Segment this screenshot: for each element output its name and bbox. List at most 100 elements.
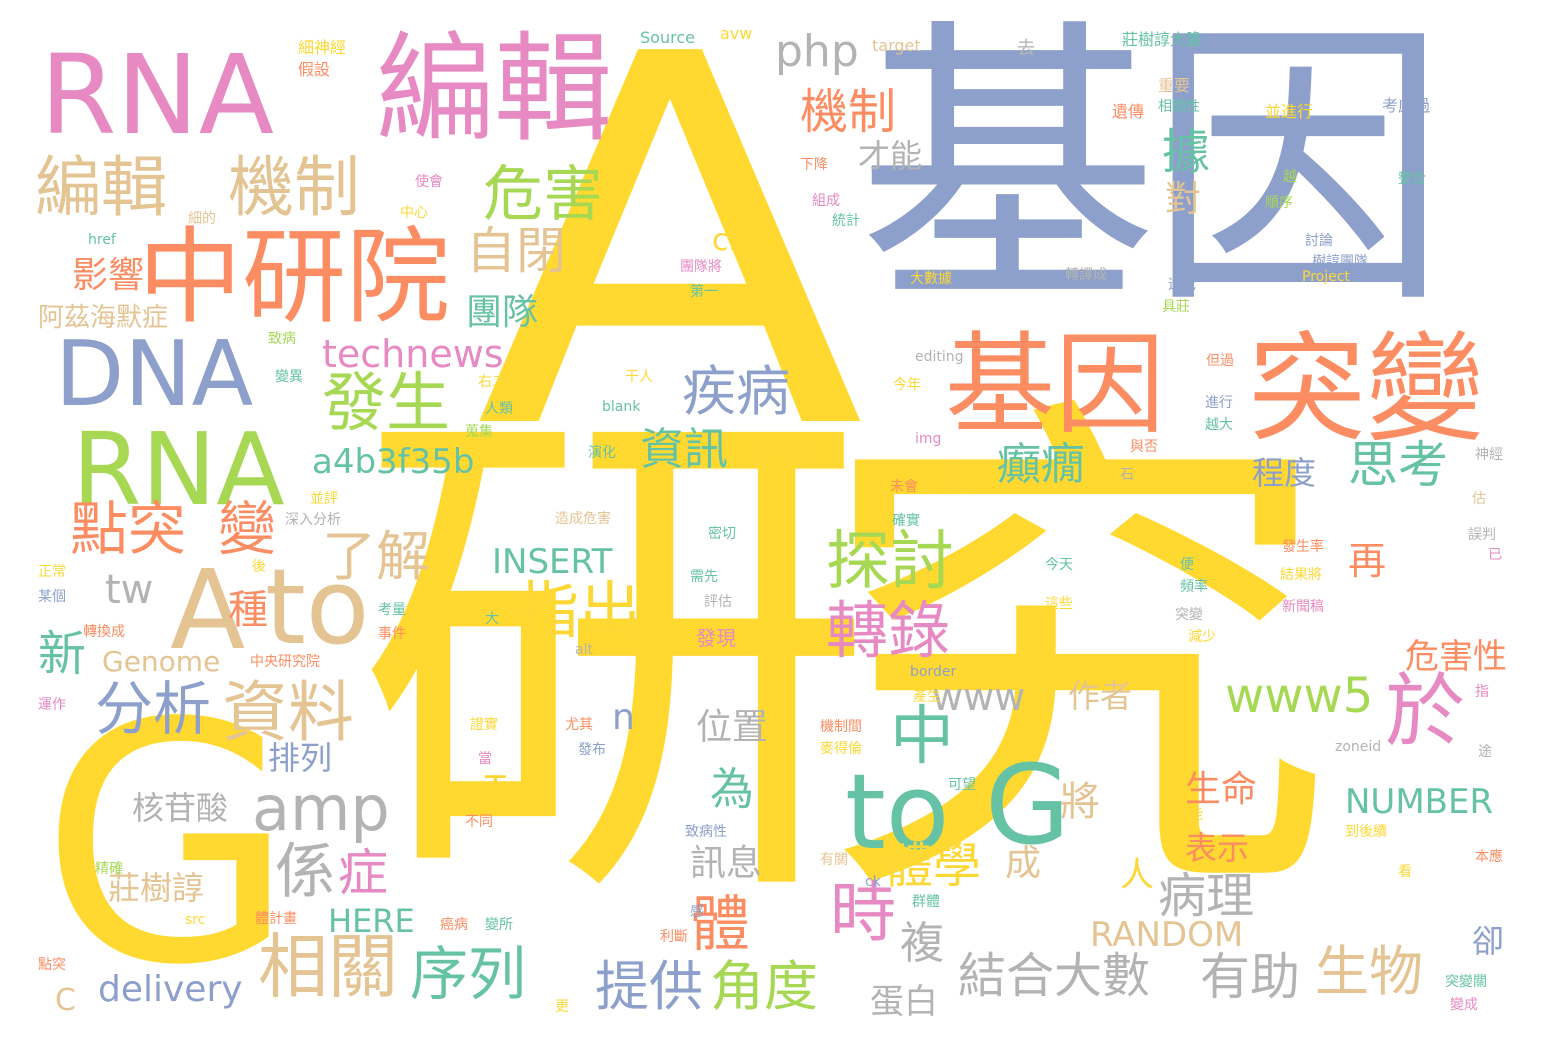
word-youqi: 尤其	[565, 717, 593, 733]
word-project: Project	[1302, 269, 1350, 285]
word-ju: 據	[1162, 124, 1211, 180]
word-number: NUMBER	[1345, 782, 1494, 822]
word-ti: 體	[690, 890, 750, 960]
word-a-tan: A	[170, 546, 246, 674]
word-juzhuang: 具莊	[1162, 299, 1190, 315]
word-wei: 為	[710, 764, 754, 815]
word-a-giant: A	[475, 0, 865, 542]
word-tantao: 探討	[826, 525, 954, 599]
word-biansuo: 變所	[485, 917, 513, 933]
word-fashenglv: 發生率	[1282, 539, 1324, 555]
word-queshi: 確實	[892, 513, 920, 529]
word-bianji-pink: 編輯	[376, 20, 613, 158]
word-jiashe: 假設	[298, 60, 331, 79]
word-xide: 細的	[188, 211, 216, 227]
word-xiajiang: 下降	[800, 157, 828, 173]
word-jiehedashu: 結合大數	[958, 948, 1151, 1004]
word-yueda: 越大	[1205, 417, 1233, 433]
word-jieguojiang: 結果將	[1280, 567, 1322, 583]
word-a4b3f35b: a4b3f35b	[312, 442, 475, 482]
word-xinwengao: 新聞稿	[1282, 599, 1324, 615]
word-butong: 不同	[465, 814, 493, 830]
word-t: T	[485, 769, 506, 809]
word-bingjinxing: 並進行	[1265, 102, 1314, 121]
word-here: HERE	[328, 902, 415, 940]
word-shengming: 生命	[1185, 769, 1258, 810]
word-bingping: 並評	[310, 491, 338, 507]
word-shuzhuntuandui: 樹諄團隊	[1312, 254, 1368, 270]
word-zhengchang: 正常	[38, 564, 66, 580]
word-shenrufenxi: 深入分析	[285, 512, 341, 528]
word-tubianguan: 突變關	[1445, 974, 1487, 990]
word-jibing: 疾病	[682, 360, 790, 423]
word-ren: 人	[1120, 855, 1154, 895]
word-zhong-teal: 中	[890, 700, 954, 774]
word-border: border	[910, 664, 957, 680]
word-diantu-small: 點突	[38, 957, 66, 973]
word-zucheng: 組成	[812, 193, 840, 209]
word-liaojie: 了解	[322, 525, 430, 588]
word-tu: 途	[1478, 744, 1492, 760]
word-delivery: delivery	[98, 969, 243, 1010]
word-hegansuan: 核苷酸	[132, 789, 229, 827]
word-jianshao: 減少	[1188, 629, 1216, 645]
word-tigong: 提供	[595, 955, 703, 1018]
word-gongneng: 功能	[1175, 807, 1203, 823]
word-php: php	[775, 26, 859, 77]
word-shi-stone: 石	[1120, 467, 1134, 483]
word-genome: Genome	[102, 645, 221, 678]
word-yunzuo: 運作	[38, 697, 66, 713]
word-qu: 去	[1017, 38, 1035, 59]
word-xiangguan: 相關	[258, 926, 398, 1008]
word-jizhi-tan: 機制	[228, 149, 360, 226]
word-zhongyao: 重要	[1158, 76, 1191, 95]
word-pinggu: 評估	[704, 594, 732, 610]
word-miqie: 密切	[708, 526, 736, 542]
word-jizhijian: 機制間	[820, 719, 862, 735]
word-jinxing: 進行	[1205, 395, 1233, 411]
word-fenxi: 分析	[95, 675, 212, 743]
word-zhexie: 這些	[1045, 596, 1073, 612]
word-gu: 估	[1472, 491, 1486, 507]
word-zhibing: 致病	[268, 331, 296, 347]
word-zhuanlu: 轉錄	[826, 594, 951, 667]
word-avw: avw	[720, 24, 753, 43]
word-fabu: 發布	[578, 742, 606, 758]
word-n: n	[612, 697, 635, 738]
word-cheng: 成	[1005, 843, 1042, 884]
word-faxian: 發現	[696, 626, 736, 650]
word-xi: 係	[275, 837, 335, 907]
word-dui: 對	[1165, 179, 1202, 220]
word-editing: editing	[915, 349, 964, 365]
word-youzhu: 有助	[1200, 948, 1300, 1006]
word-yue: 越	[1283, 169, 1297, 185]
word-dianxian: 癲癇	[997, 439, 1085, 490]
word-alt: alt	[575, 642, 593, 658]
word-jintian: 今天	[1045, 557, 1073, 573]
word-bianji-tan: 編輯	[35, 149, 167, 226]
word-zhong-kind: 種	[228, 587, 268, 633]
word-ziliao: 資料	[222, 674, 354, 751]
word-weihaixing: 危害性	[1405, 637, 1507, 677]
word-zheng: 症	[338, 844, 388, 902]
word-diantu: 點突	[70, 495, 187, 563]
word-hou: 後	[252, 559, 266, 575]
word-zai: 再	[1348, 539, 1387, 583]
word-da: 大	[485, 611, 499, 627]
word-diyi: 第一	[690, 284, 718, 300]
word-weihui: 未會	[890, 479, 918, 495]
word-souji: 蒐集	[465, 424, 493, 440]
word-fu: 複	[900, 918, 944, 969]
word-yi: 已	[1488, 547, 1502, 563]
word-xulie: 序列	[410, 940, 527, 1008]
word-href: href	[88, 232, 116, 248]
word-jiaodu: 角度	[710, 955, 818, 1018]
word-shunxu: 順序	[1265, 195, 1293, 211]
word-img: img	[915, 431, 942, 447]
word-shengwu: 生物	[1315, 940, 1423, 1003]
word-to-tan: to	[265, 546, 370, 668]
word-sikao: 思考	[1348, 436, 1448, 494]
word-www: www	[932, 675, 1026, 719]
word-renlei: 人類	[485, 401, 513, 417]
